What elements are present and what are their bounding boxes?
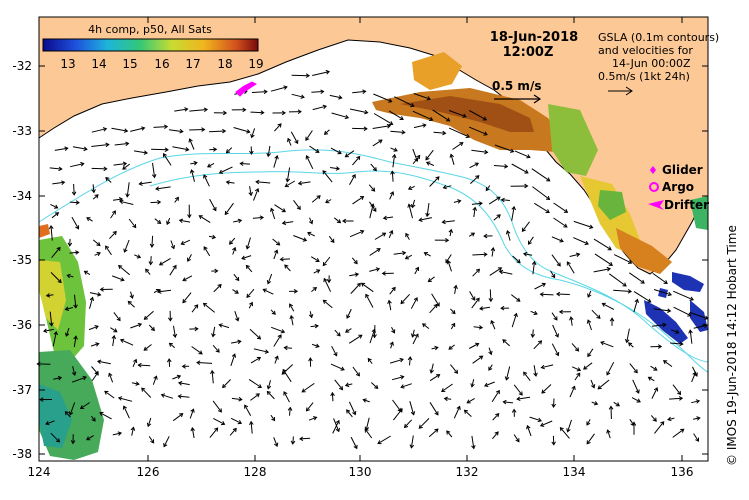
- y-tick-label: -35: [12, 253, 32, 267]
- y-tick-label: -34: [12, 189, 32, 203]
- y-tick-label: -37: [12, 383, 32, 397]
- colorbar-tick: 14: [91, 57, 106, 71]
- colorbar-tick: 15: [122, 57, 137, 71]
- x-tick-label: 130: [349, 465, 372, 479]
- y-tick-label: -32: [12, 59, 32, 73]
- colorbar-tick: 16: [154, 57, 169, 71]
- colorbar-tick: 18: [217, 57, 232, 71]
- colorbar-tick: 19: [248, 57, 263, 71]
- map-date: 18-Jun-2018: [490, 30, 578, 45]
- legend-line: GSLA (0.1m contours): [598, 31, 719, 44]
- x-tick-label: 126: [137, 465, 160, 479]
- x-tick-label: 128: [244, 465, 267, 479]
- y-tick-label: -36: [12, 318, 32, 332]
- y-tick-label: -33: [12, 124, 32, 138]
- argo-label: Argo: [662, 180, 694, 194]
- scale-label: 0.5 m/s: [492, 79, 541, 93]
- drifter-label: Drifter: [664, 198, 709, 212]
- legend-line: 0.5m/s (1kt 24h): [598, 70, 690, 83]
- x-tick-label: 136: [671, 465, 694, 479]
- x-axis: 124 126 128 130 132 134 136: [28, 465, 694, 479]
- legend-line: and velocities for: [598, 44, 693, 57]
- map-time: 12:00Z: [503, 45, 554, 60]
- colorbar-tick: 17: [185, 57, 200, 71]
- credit-text: © IMOS 19-Jun-2018 14:12 Hobart Time: [725, 225, 739, 466]
- y-tick-label: -38: [12, 447, 32, 461]
- colorbar-gradient: [43, 39, 258, 51]
- legend-line: 14-Jun 00:00Z: [612, 57, 691, 70]
- colorbar-tick: 13: [60, 57, 75, 71]
- x-tick-label: 124: [28, 465, 51, 479]
- x-tick-label: 134: [563, 465, 586, 479]
- colorbar-title: 4h comp, p50, All Sats: [88, 23, 212, 36]
- glider-marker-icon: ♦: [648, 164, 658, 177]
- glider-label: Glider: [662, 163, 703, 177]
- x-tick-label: 132: [456, 465, 479, 479]
- y-axis: -32 -33 -34 -35 -36 -37 -38: [12, 59, 32, 461]
